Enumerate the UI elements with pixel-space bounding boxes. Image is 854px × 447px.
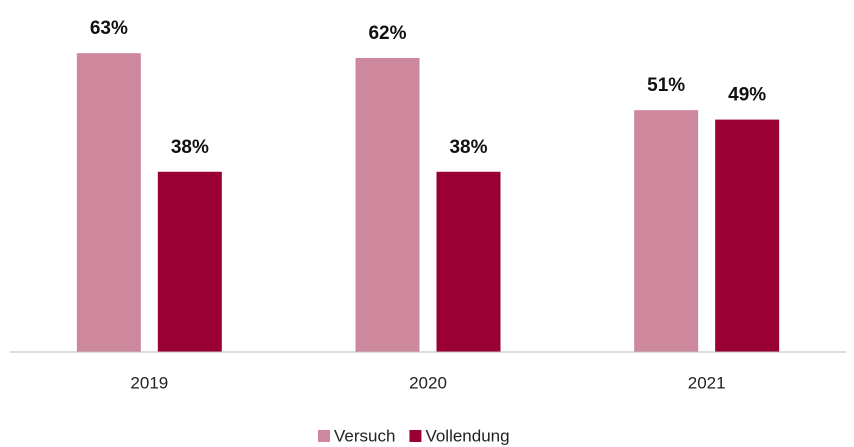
x-tick-label: 2019 [130, 373, 168, 392]
bar [76, 53, 141, 352]
legend-label: Vollendung [425, 426, 509, 445]
legend-swatch [318, 430, 330, 442]
bar [715, 119, 780, 352]
x-tick-label: 2020 [409, 373, 447, 392]
value-label: 49% [728, 85, 766, 106]
value-label: 38% [449, 137, 487, 158]
value-label: 62% [368, 23, 406, 44]
bar [355, 57, 420, 352]
bar [436, 171, 501, 352]
value-label: 63% [90, 18, 128, 39]
legend-swatch [409, 430, 422, 442]
value-label: 51% [647, 75, 685, 96]
bar [157, 171, 222, 352]
legend-label: Versuch [334, 426, 395, 445]
bar [634, 110, 699, 352]
x-tick-label: 2021 [688, 373, 726, 392]
value-label: 38% [171, 137, 209, 158]
